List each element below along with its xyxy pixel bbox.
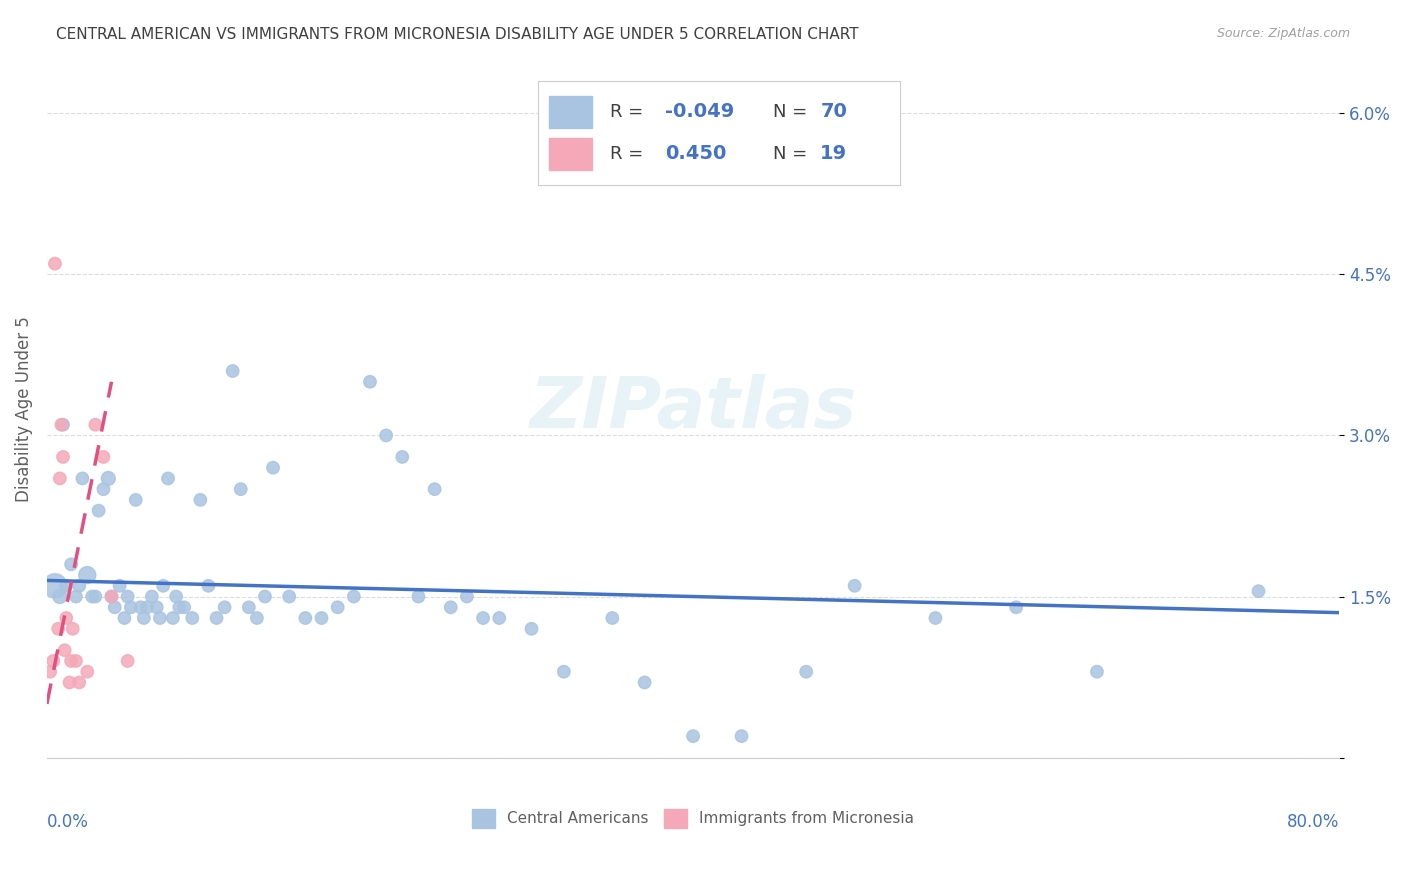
- Point: [326, 600, 349, 615]
- Point: [408, 590, 430, 604]
- Text: Source: ZipAtlas.com: Source: ZipAtlas.com: [1216, 27, 1350, 40]
- Point: [682, 729, 704, 743]
- Point: [488, 611, 510, 625]
- Point: [55, 579, 77, 593]
- Point: [730, 729, 752, 743]
- Point: [53, 643, 76, 657]
- Point: [100, 590, 122, 604]
- Point: [114, 611, 136, 625]
- Point: [1247, 584, 1270, 599]
- Y-axis label: Disability Age Under 5: Disability Age Under 5: [15, 316, 32, 501]
- Text: 80.0%: 80.0%: [1286, 814, 1340, 831]
- Point: [456, 590, 478, 604]
- Point: [157, 471, 180, 485]
- Point: [794, 665, 817, 679]
- Point: [553, 665, 575, 679]
- Point: [125, 492, 148, 507]
- Point: [87, 503, 110, 517]
- Point: [1085, 665, 1108, 679]
- Point: [633, 675, 655, 690]
- Point: [343, 590, 366, 604]
- Point: [600, 611, 623, 625]
- Point: [214, 600, 236, 615]
- Text: 0.0%: 0.0%: [46, 814, 89, 831]
- Point: [278, 590, 301, 604]
- Point: [253, 590, 276, 604]
- Point: [44, 257, 66, 271]
- Point: [520, 622, 543, 636]
- Point: [60, 654, 83, 668]
- Legend: Central Americans, Immigrants from Micronesia: Central Americans, Immigrants from Micro…: [465, 803, 920, 834]
- Point: [60, 558, 83, 572]
- Point: [221, 364, 243, 378]
- Point: [67, 579, 90, 593]
- Point: [145, 600, 167, 615]
- Point: [129, 600, 152, 615]
- Point: [39, 665, 62, 679]
- Point: [844, 579, 866, 593]
- Point: [117, 654, 139, 668]
- Point: [472, 611, 495, 625]
- Point: [141, 590, 163, 604]
- Point: [46, 622, 69, 636]
- Point: [238, 600, 260, 615]
- Point: [262, 460, 284, 475]
- Point: [229, 482, 252, 496]
- Point: [117, 590, 139, 604]
- Point: [162, 611, 184, 625]
- Point: [205, 611, 228, 625]
- Point: [93, 482, 115, 496]
- Point: [49, 590, 72, 604]
- Point: [132, 611, 155, 625]
- Point: [149, 611, 172, 625]
- Point: [108, 579, 131, 593]
- Point: [136, 600, 159, 615]
- Point: [440, 600, 463, 615]
- Point: [49, 471, 72, 485]
- Point: [84, 590, 107, 604]
- Point: [104, 600, 127, 615]
- Point: [62, 622, 84, 636]
- Text: ZIPatlas: ZIPatlas: [530, 374, 856, 443]
- Point: [190, 492, 212, 507]
- Point: [44, 579, 66, 593]
- Point: [67, 675, 90, 690]
- Point: [294, 611, 316, 625]
- Point: [181, 611, 204, 625]
- Point: [97, 471, 120, 485]
- Point: [246, 611, 269, 625]
- Point: [924, 611, 946, 625]
- Point: [423, 482, 446, 496]
- Point: [311, 611, 333, 625]
- Point: [165, 590, 187, 604]
- Point: [93, 450, 115, 464]
- Point: [1005, 600, 1028, 615]
- Point: [120, 600, 142, 615]
- Point: [55, 611, 77, 625]
- Point: [52, 450, 75, 464]
- Point: [391, 450, 413, 464]
- Text: CENTRAL AMERICAN VS IMMIGRANTS FROM MICRONESIA DISABILITY AGE UNDER 5 CORRELATIO: CENTRAL AMERICAN VS IMMIGRANTS FROM MICR…: [56, 27, 859, 42]
- Point: [72, 471, 94, 485]
- Point: [82, 590, 104, 604]
- Point: [52, 417, 75, 432]
- Point: [152, 579, 174, 593]
- Point: [76, 568, 98, 582]
- Point: [359, 375, 381, 389]
- Point: [58, 675, 80, 690]
- Point: [76, 665, 98, 679]
- Point: [84, 417, 107, 432]
- Point: [42, 654, 65, 668]
- Point: [51, 417, 73, 432]
- Point: [100, 590, 122, 604]
- Point: [173, 600, 195, 615]
- Point: [65, 590, 87, 604]
- Point: [197, 579, 219, 593]
- Point: [169, 600, 191, 615]
- Point: [375, 428, 398, 442]
- Point: [65, 654, 87, 668]
